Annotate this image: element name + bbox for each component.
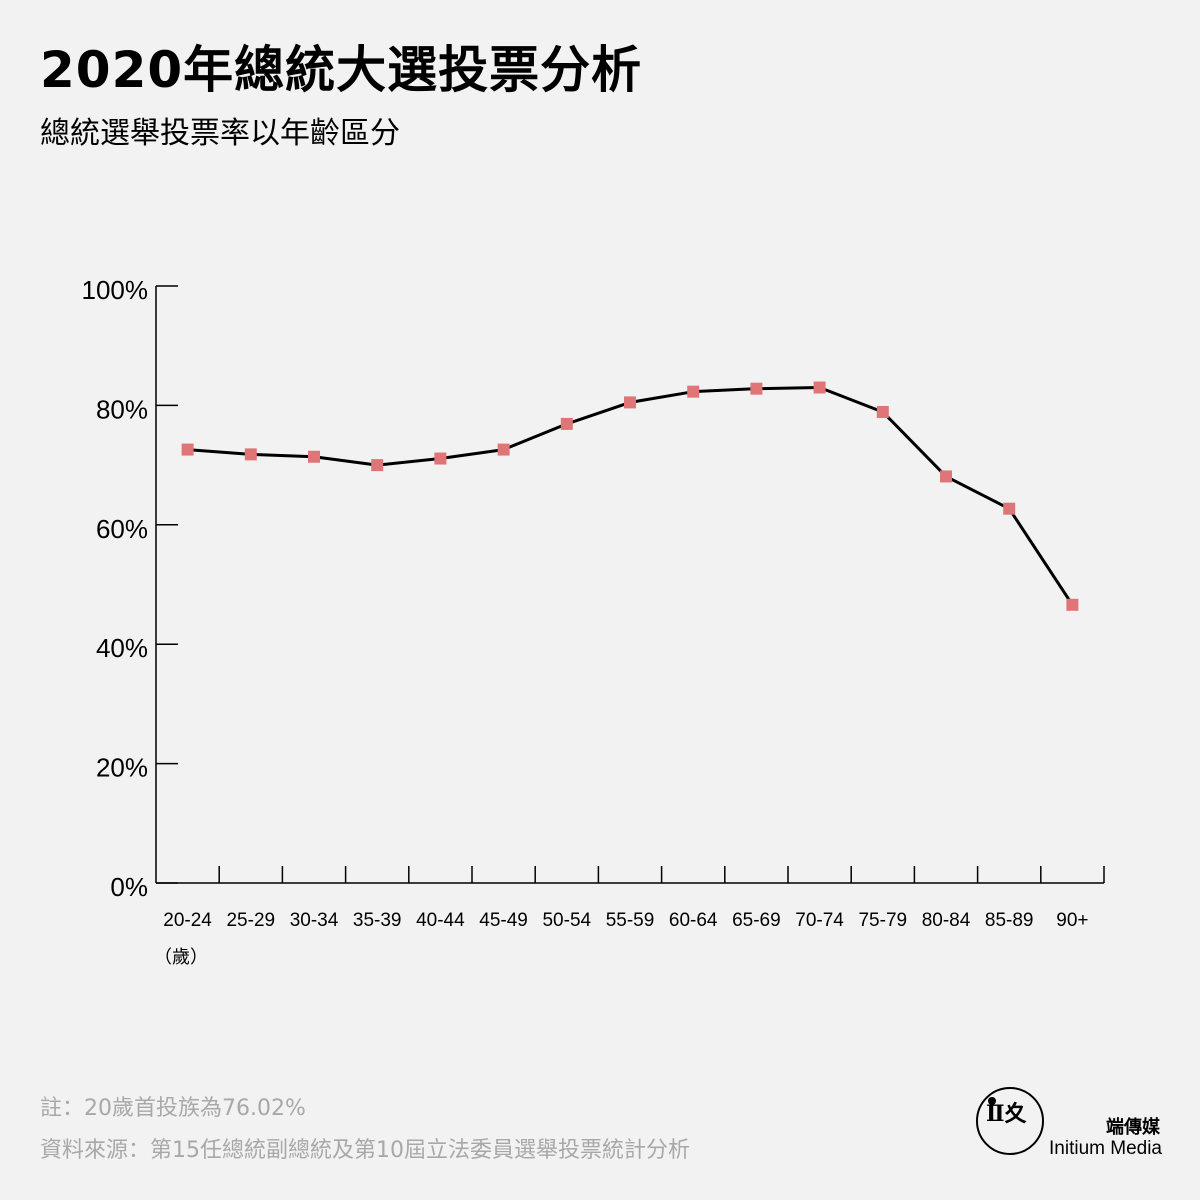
x-tick-label: 80-84 <box>922 910 971 931</box>
chart-title: 2020年總統大選投票分析 <box>40 41 643 99</box>
data-point <box>940 470 952 483</box>
data-point <box>1066 598 1079 611</box>
x-tick-label: 55-59 <box>606 910 655 931</box>
data-point <box>434 452 447 465</box>
x-tick-label: 75-79 <box>858 910 907 931</box>
x-tick-label: 45-49 <box>479 910 528 931</box>
y-tick-label: 20% <box>96 753 148 783</box>
data-point <box>624 396 636 409</box>
y-tick-label: 100% <box>82 275 149 305</box>
y-tick-label: 0% <box>110 872 148 902</box>
x-tick-label: 90+ <box>1056 910 1088 931</box>
data-point <box>497 443 510 456</box>
chart-subtitle: 總統選舉投票率以年齡區分 <box>40 116 400 151</box>
x-tick-label: 35-39 <box>353 910 402 931</box>
y-tick-label: 40% <box>96 633 148 663</box>
x-tick-label: 30-34 <box>290 910 339 931</box>
data-point <box>687 385 700 398</box>
source-note: 資料來源：第15任總統副總統及第10屆立法委員選舉投票統計分析 <box>40 1138 690 1163</box>
x-tick-label: 50-54 <box>542 910 591 931</box>
x-tick-label: 20-24 <box>163 910 212 931</box>
data-point <box>1003 502 1016 515</box>
x-unit-label: （歲） <box>154 947 208 967</box>
brand-name-en: Initium Media <box>1049 1138 1162 1159</box>
data-point <box>750 382 763 395</box>
x-tick-label: 85-89 <box>985 910 1034 931</box>
brand-logo: Ⅱ⼢ <box>976 1087 1044 1155</box>
brand-name-cn: 端傳媒 <box>1106 1117 1160 1138</box>
x-tick-label: 40-44 <box>416 910 465 931</box>
x-tick-label: 25-29 <box>226 910 275 931</box>
data-point <box>371 459 384 472</box>
logo-glyph-icon: Ⅱ⼢ <box>986 1101 1027 1127</box>
x-tick-label: 60-64 <box>669 910 718 931</box>
data-point <box>876 405 889 418</box>
data-point <box>244 448 257 461</box>
data-point <box>308 450 320 463</box>
x-tick-label: 70-74 <box>795 910 844 931</box>
data-point <box>181 443 194 456</box>
footnote: 註：20歲首投族為76.02% <box>40 1096 306 1121</box>
y-tick-label: 60% <box>96 514 148 544</box>
logo-dot <box>988 1097 996 1105</box>
x-tick-label: 65-69 <box>732 910 781 931</box>
data-point <box>560 417 573 430</box>
y-tick-label: 80% <box>96 394 148 424</box>
data-point <box>813 381 826 394</box>
series-line <box>187 385 1074 606</box>
